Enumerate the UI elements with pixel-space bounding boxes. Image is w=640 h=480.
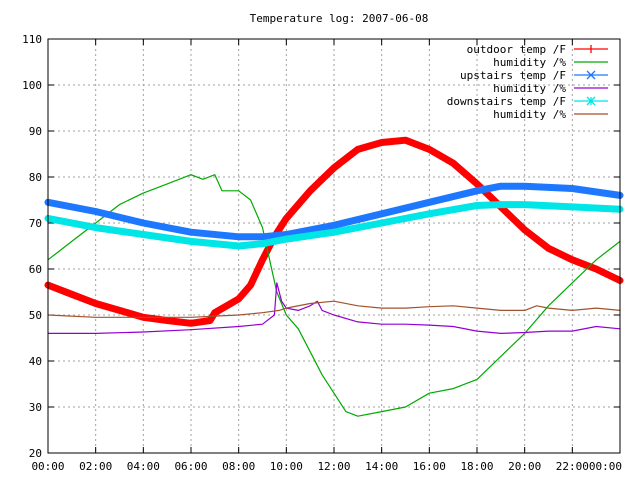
y-tick-label: 90 xyxy=(29,125,42,138)
chart-title: Temperature log: 2007-06-08 xyxy=(250,12,429,25)
legend-entry: humidity /% xyxy=(493,56,608,69)
legend-label: humidity /% xyxy=(493,108,566,121)
y-tick-label: 40 xyxy=(29,355,42,368)
plot-frame xyxy=(47,38,621,454)
y-axis: 20 30 40 50 60 70 80 90 100 110 xyxy=(22,33,620,460)
series-line-3 xyxy=(47,282,621,334)
x-tick-label: 12:00 xyxy=(317,460,350,473)
x-tick-label: 00:00 xyxy=(31,460,64,473)
x-tick-label: 20:00 xyxy=(508,460,541,473)
x-tick-label: 02:00 xyxy=(79,460,112,473)
legend-entry: humidity /% xyxy=(493,82,608,95)
series-group xyxy=(44,136,624,417)
legend-label: outdoor temp /F xyxy=(467,43,566,56)
legend-entry: outdoor temp /F xyxy=(467,43,608,56)
y-tick-label: 110 xyxy=(22,33,42,46)
x-tick-label: 10:00 xyxy=(270,460,303,473)
x-tick-label: 08:00 xyxy=(222,460,255,473)
y-tick-label: 30 xyxy=(29,401,42,414)
x-tick-label: 04:00 xyxy=(127,460,160,473)
series-line-4 xyxy=(44,201,624,250)
x-tick-label: 14:00 xyxy=(365,460,398,473)
x-tick-label: 06:00 xyxy=(174,460,207,473)
series-line-1 xyxy=(47,174,621,417)
legend-label: downstairs temp /F xyxy=(447,95,566,108)
y-tick-label: 20 xyxy=(29,447,42,460)
legend-entry: upstairs temp /F xyxy=(460,69,608,82)
y-tick-label: 80 xyxy=(29,171,42,184)
legend-label: upstairs temp /F xyxy=(460,69,566,82)
series-line-2 xyxy=(44,182,624,241)
legend-entry: humidity /% xyxy=(493,108,608,121)
x-tick-label: 16:00 xyxy=(413,460,446,473)
x-tick-label: 18:00 xyxy=(460,460,493,473)
series-line-0 xyxy=(44,136,624,327)
y-tick-label: 100 xyxy=(22,79,42,92)
x-tick-label: 00:00 xyxy=(589,460,622,473)
series-line-5 xyxy=(47,300,621,318)
x-axis: 00:00 02:00 04:00 06:00 08:00 10:00 12:00 14:00… xyxy=(31,39,622,473)
x-tick-label: 22:00 xyxy=(556,460,589,473)
y-tick-label: 70 xyxy=(29,217,42,230)
y-tick-label: 60 xyxy=(29,263,42,276)
legend-entry: downstairs temp /F xyxy=(447,95,608,108)
y-tick-label: 50 xyxy=(29,309,42,322)
legend-label: humidity /% xyxy=(493,82,566,95)
legend-label: humidity /% xyxy=(493,56,566,69)
